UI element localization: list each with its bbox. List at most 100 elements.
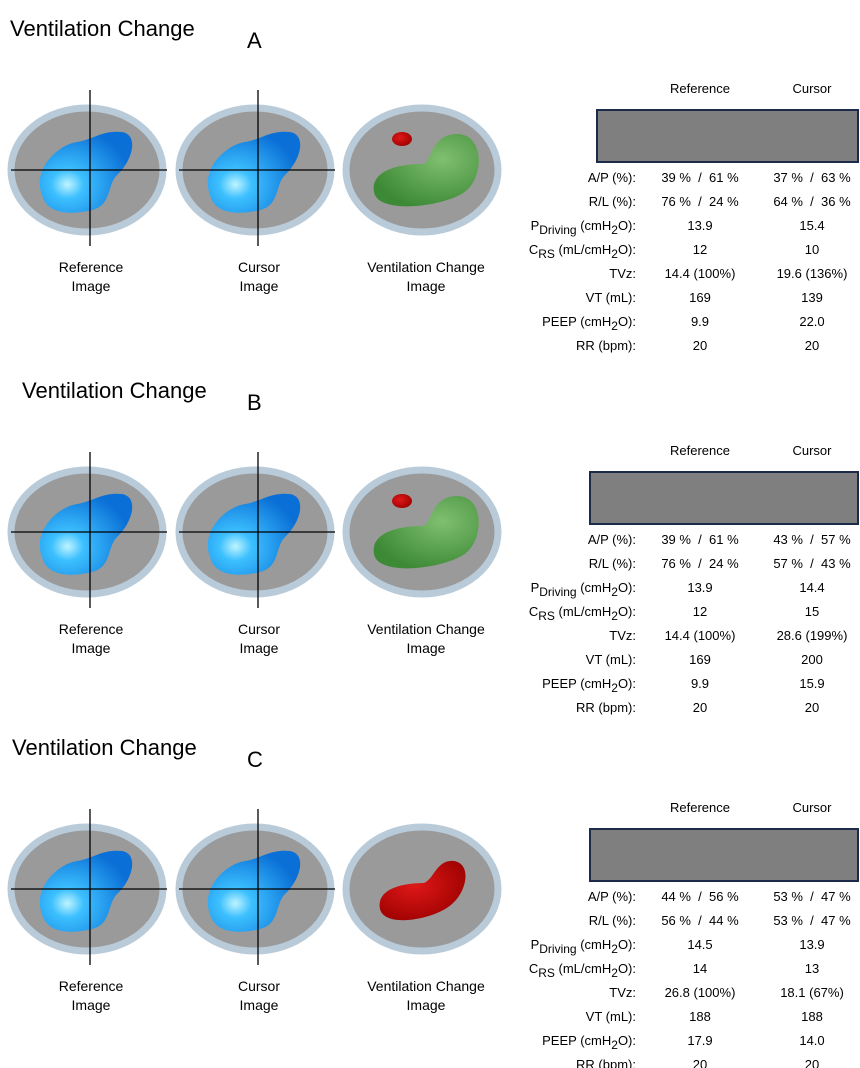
reference-value: 56 % / 44 % [661, 913, 739, 928]
row-label: PDriving (cmH2O): [531, 218, 636, 237]
reference-value: 13.9 [687, 580, 712, 595]
label-subscript: Driving [539, 585, 576, 599]
reference-value: 9.9 [691, 314, 709, 329]
label-subscript: Driving [539, 223, 576, 237]
row-label: PDriving (cmH2O): [531, 580, 636, 599]
row-label: TVz: [609, 628, 636, 643]
row-label: PEEP (cmH2O): [542, 676, 636, 695]
reference-value: 9.9 [691, 676, 709, 691]
ventilation-region [39, 493, 133, 575]
image-caption: Image [72, 278, 111, 294]
label-subscript: 2 [611, 609, 618, 623]
label-subscript: 2 [611, 1038, 618, 1052]
label-subscript: 2 [611, 966, 618, 980]
label-text: (mL/cmH [555, 242, 611, 257]
reference-value: 14.5 [687, 937, 712, 952]
label-text: RR (bpm): [576, 338, 636, 353]
label-text: (cmH [577, 580, 612, 595]
cursor-value: 28.6 (199%) [777, 628, 848, 643]
label-text: P [531, 580, 540, 595]
label-subscript: RS [538, 609, 555, 623]
label-text: P [531, 218, 540, 233]
cursor-value: 53 % / 47 % [773, 889, 851, 904]
label-text: TVz: [609, 628, 636, 643]
row-label: TVz: [609, 266, 636, 281]
cursor-value: 13.9 [799, 937, 824, 952]
reference-value: 188 [689, 1009, 711, 1024]
cursor-value: 19.6 (136%) [777, 266, 848, 281]
row-label: PEEP (cmH2O): [542, 1033, 636, 1052]
image-caption: Image [72, 997, 111, 1013]
eit-image [175, 452, 335, 608]
reference-value: 76 % / 24 % [661, 556, 739, 571]
label-text: (mL/cmH [555, 604, 611, 619]
label-text: (cmH [577, 937, 612, 952]
reference-value: 44 % / 56 % [661, 889, 739, 904]
row-label: VT (mL): [586, 1009, 636, 1024]
label-text: TVz: [609, 266, 636, 281]
label-text: RR (bpm): [576, 700, 636, 715]
cursor-value: 139 [801, 290, 823, 305]
eit-image [342, 104, 502, 236]
label-text: VT (mL): [586, 1009, 636, 1024]
ventilation-region [39, 131, 133, 213]
panel-title: Ventilation Change [12, 735, 197, 760]
reference-value: 14 [693, 961, 707, 976]
image-caption: Ventilation Change [367, 978, 485, 994]
change-gain-region [373, 134, 479, 207]
label-text: O): [618, 242, 636, 257]
label-text: R/L (%): [589, 913, 636, 928]
image-caption: Image [407, 278, 446, 294]
row-label: A/P (%): [588, 170, 636, 185]
cursor-value: 188 [801, 1009, 823, 1024]
cursor-value: 64 % / 36 % [773, 194, 851, 209]
label-text: PEEP (cmH [542, 314, 611, 329]
label-text: A/P (%): [588, 170, 636, 185]
column-header: Reference [670, 81, 730, 96]
row-label: PDriving (cmH2O): [531, 937, 636, 956]
image-caption: Reference [59, 978, 124, 994]
eit-image [342, 466, 502, 598]
cursor-value: 14.4 [799, 580, 824, 595]
image-caption: Ventilation Change [367, 259, 485, 275]
image-caption: Image [240, 278, 279, 294]
cursor-value: 53 % / 47 % [773, 913, 851, 928]
image-caption: Cursor [238, 621, 280, 637]
image-caption: Image [240, 640, 279, 656]
label-text: C [529, 242, 538, 257]
cursor-value: 43 % / 57 % [773, 532, 851, 547]
label-text: O): [618, 961, 636, 976]
eit-image [342, 823, 502, 955]
panel: Ventilation Change A Reference Image Cursor I… [7, 16, 859, 353]
row-label: PEEP (cmH2O): [542, 314, 636, 333]
reference-value: 17.9 [687, 1033, 712, 1048]
panel: Ventilation Change B Reference Image Cursor I… [7, 378, 859, 715]
column-header: Reference [670, 800, 730, 815]
label-text: R/L (%): [589, 556, 636, 571]
label-text: A/P (%): [588, 889, 636, 904]
row-label: A/P (%): [588, 889, 636, 904]
change-loss-region [392, 132, 412, 146]
label-text: PEEP (cmH [542, 676, 611, 691]
eit-image [175, 90, 335, 246]
label-text: R/L (%): [589, 194, 636, 209]
row-label: VT (mL): [586, 652, 636, 667]
display-box [589, 471, 859, 525]
column-header: Cursor [792, 443, 832, 458]
label-text: O): [618, 218, 636, 233]
reference-value: 169 [689, 290, 711, 305]
eit-image [7, 452, 167, 608]
column-header: Cursor [792, 800, 832, 815]
image-caption: Image [407, 997, 446, 1013]
label-subscript: 2 [611, 247, 618, 261]
reference-value: 26.8 (100%) [665, 985, 736, 1000]
change-loss-region [392, 494, 412, 508]
panel-letter: A [247, 28, 262, 53]
image-caption: Ventilation Change [367, 621, 485, 637]
row-label: RR (bpm): [576, 1057, 636, 1068]
label-text: C [529, 961, 538, 976]
row-label: CRS (mL/cmH2O): [529, 242, 636, 261]
panel-letter: B [247, 390, 262, 415]
